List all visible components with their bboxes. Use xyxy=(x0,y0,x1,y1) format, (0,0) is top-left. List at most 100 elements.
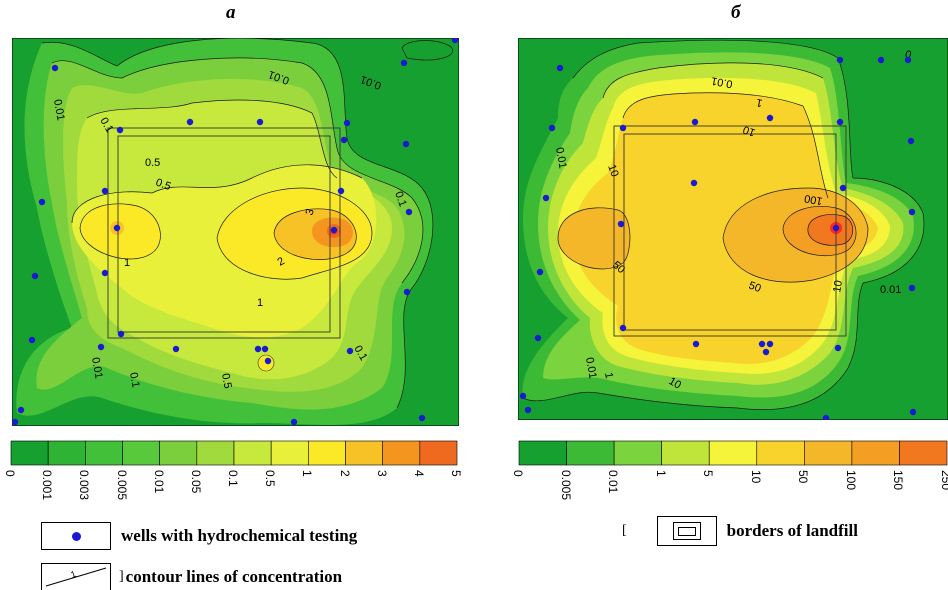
well-marker xyxy=(418,414,426,422)
scale-swatch xyxy=(708,440,758,466)
scale-tick-label: 3 xyxy=(374,470,389,477)
scale-swatch xyxy=(756,440,805,466)
scale-swatch xyxy=(419,440,458,466)
scale-swatch xyxy=(159,440,198,466)
well-marker xyxy=(619,124,627,132)
contour-label: 0.5 xyxy=(219,372,233,389)
scale-swatch xyxy=(233,440,272,466)
scale-tick-label: 0.01 xyxy=(151,470,166,494)
contour-label: 1 xyxy=(124,257,130,269)
scale-tick-label: 0.001 xyxy=(40,470,55,501)
well-marker xyxy=(28,336,36,344)
well-marker xyxy=(758,340,766,348)
legend-contour-symbol: 1 xyxy=(41,563,111,590)
legend-contours: 1 ] contour lines of concentration xyxy=(41,563,342,590)
well-marker xyxy=(762,348,770,356)
scale-swatch xyxy=(270,440,309,466)
contour-label: 10 xyxy=(605,163,620,179)
contour-label: 0.5 xyxy=(145,157,160,169)
legend-bracket-1: [ xyxy=(622,523,627,538)
well-marker xyxy=(17,406,25,414)
well-marker xyxy=(340,136,348,144)
legend-contours-label: contour lines of concentration xyxy=(125,566,343,586)
wells-a xyxy=(12,38,459,426)
well-marker xyxy=(536,268,544,276)
contour-label: 1 xyxy=(257,297,263,309)
well-marker xyxy=(904,56,912,64)
well-marker xyxy=(832,224,840,232)
scale-swatch xyxy=(47,440,86,466)
well-marker xyxy=(172,345,180,353)
scale-tick-label: 0.003 xyxy=(77,470,92,501)
well-icon xyxy=(71,531,81,541)
scale-swatch xyxy=(85,440,123,466)
contour-label: 0.01 xyxy=(710,74,733,90)
well-marker xyxy=(617,220,625,228)
well-marker xyxy=(38,198,46,206)
legend-borders-label: borders of landfill xyxy=(726,521,858,540)
well-marker xyxy=(524,406,532,414)
contour-label: 0.01 xyxy=(880,284,901,296)
scale-swatch xyxy=(851,440,900,466)
well-marker xyxy=(346,347,354,355)
scale-tick-label: 5 xyxy=(701,470,716,477)
contour-label: 100 xyxy=(803,192,823,207)
well-marker xyxy=(692,340,700,348)
well-marker xyxy=(337,187,345,195)
scale-tick-label: 1 xyxy=(300,470,315,477)
scale-swatch xyxy=(804,440,853,466)
well-marker xyxy=(909,408,917,416)
scale-tick-label: 100 xyxy=(843,470,858,491)
contour-label: 0.01 xyxy=(89,356,105,379)
well-marker xyxy=(556,64,564,72)
well-marker xyxy=(290,418,298,426)
contour-line-icon: 1 xyxy=(45,567,107,587)
scale-swatch xyxy=(10,440,49,466)
well-marker xyxy=(117,330,125,338)
well-marker xyxy=(51,64,59,72)
well-marker xyxy=(839,184,847,192)
scale-tick-label: 0.005 xyxy=(558,470,573,501)
well-marker xyxy=(12,418,19,426)
contour-label: 1 xyxy=(602,371,615,379)
well-marker xyxy=(908,208,916,216)
well-marker xyxy=(97,343,105,351)
well-marker xyxy=(330,226,338,234)
panel-b-title: б xyxy=(731,2,741,23)
scale-tick-label: 0.01 xyxy=(606,470,621,494)
well-marker xyxy=(834,344,842,352)
well-marker xyxy=(877,56,885,64)
well-marker xyxy=(405,208,413,216)
scale-swatch xyxy=(122,440,160,466)
contour-label: 0.01 xyxy=(51,98,67,121)
scale-swatch xyxy=(566,440,615,466)
well-marker xyxy=(534,334,542,342)
scale-swatch xyxy=(196,440,235,466)
landfill-border-icon xyxy=(656,516,717,546)
well-marker xyxy=(403,288,411,296)
scale-tick-label: 0.05 xyxy=(188,470,203,494)
scale-swatch xyxy=(613,440,662,466)
scale-swatch xyxy=(899,440,948,466)
legend-wells-label: wells with hydrochemical testing xyxy=(121,526,358,545)
legend-contour-sample: 1 xyxy=(69,569,77,580)
well-marker xyxy=(908,284,916,292)
scale-swatch xyxy=(308,440,346,466)
scale-tick-label: 1 xyxy=(653,470,668,477)
well-marker xyxy=(519,392,527,400)
scale-tick-label: 2 xyxy=(337,470,352,477)
well-marker xyxy=(101,269,109,277)
well-marker xyxy=(113,224,121,232)
contour-label: 0.01 xyxy=(583,356,599,379)
well-marker xyxy=(619,324,627,332)
contour-label: 10 xyxy=(741,123,757,138)
well-marker xyxy=(186,118,194,126)
contour-label: 0.1 xyxy=(127,371,141,388)
well-marker xyxy=(256,118,264,126)
well-marker xyxy=(254,345,262,353)
well-marker xyxy=(101,187,109,195)
contour-label: 10 xyxy=(667,375,684,392)
well-marker xyxy=(836,118,844,126)
panel-a-title: а xyxy=(226,2,236,23)
well-marker xyxy=(402,140,410,148)
